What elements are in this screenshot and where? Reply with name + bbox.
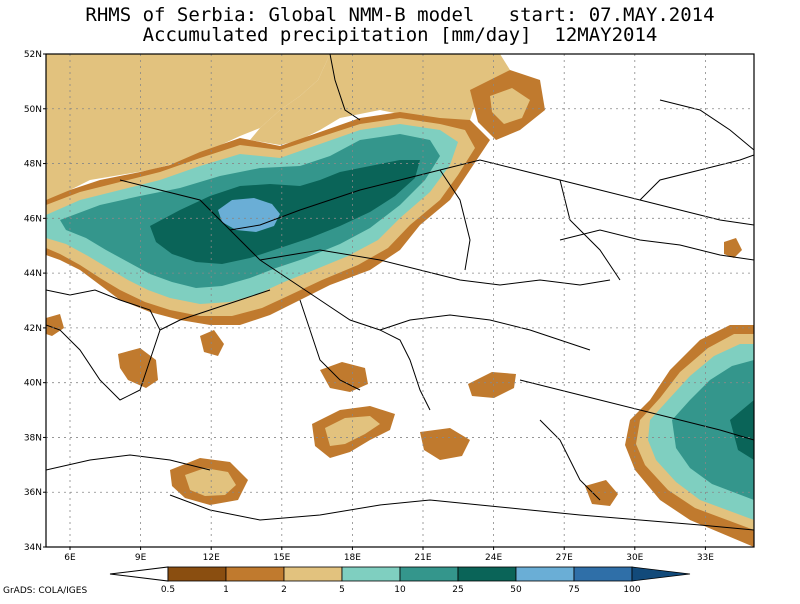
colorbar-level-label: 5 — [339, 585, 345, 595]
precip-patch-north-greece — [320, 362, 368, 392]
colorbar-segment — [341, 566, 401, 582]
precip-patch-adriatic — [200, 330, 224, 356]
colorbar-under-triangle — [109, 566, 169, 582]
map-title-line-2: Accumulated precipitation [mm/day] 12MAY… — [142, 24, 658, 46]
lat-tick-label: 42N — [24, 324, 42, 334]
precip-patch-greece-inner — [325, 416, 380, 446]
colorbar-segment — [515, 566, 575, 582]
colorbar: 0.5 1 2 5 10 25 50 75 100 — [109, 566, 691, 595]
precip-patch-west — [46, 314, 64, 336]
lon-tick-label: 9E — [135, 553, 147, 563]
colorbar-level-label: 25 — [452, 585, 463, 595]
lon-tick-label: 33E — [697, 553, 714, 563]
lat-tick-label: 36N — [24, 488, 42, 498]
colorbar-segment — [225, 566, 285, 582]
lon-tick-label: 15E — [273, 553, 290, 563]
colorbar-level-label: 75 — [568, 585, 579, 595]
map-title-line-1: RHMS of Serbia: Global NMM-B model start… — [85, 4, 715, 26]
lat-tick-label: 46N — [24, 214, 42, 224]
precip-patch-turkey-east — [724, 238, 742, 258]
lat-tick-label: 52N — [24, 50, 42, 60]
precip-patch-sicily-inner — [185, 468, 236, 496]
colorbar-segment — [573, 566, 633, 582]
precipitation-field — [46, 54, 754, 547]
lat-tick-label: 38N — [24, 433, 42, 443]
precip-area-light — [46, 54, 330, 200]
precip-patch-turkey-south — [585, 480, 618, 506]
colorbar-level-label: 100 — [623, 585, 640, 595]
colorbar-segment — [457, 566, 517, 582]
precip-area-se-teal-mid — [672, 360, 754, 500]
lon-tick-label: 24E — [485, 553, 502, 563]
colorbar-level-label: 10 — [394, 585, 406, 595]
map-frame — [45, 53, 755, 548]
lon-tick-label: 30E — [626, 553, 643, 563]
colorbar-level-label: 0.5 — [161, 585, 175, 595]
precip-patch-crete — [420, 428, 470, 460]
lat-tick-label: 44N — [24, 269, 42, 279]
longitude-labels: 6E 9E 12E 15E 18E 21E 24E 27E 30E 33E — [64, 547, 714, 563]
lon-tick-label: 6E — [64, 553, 76, 563]
colorbar-level-label: 50 — [510, 585, 522, 595]
map-grid — [46, 54, 754, 547]
lat-tick-label: 48N — [24, 160, 42, 170]
precip-patch-aegean — [468, 372, 516, 398]
precip-patch-ne-inner — [490, 88, 530, 124]
coastlines-and-borders — [46, 54, 754, 531]
latitude-labels: 52N 50N 48N 46N 44N 42N 40N 38N 36N 34N — [24, 50, 46, 553]
colorbar-level-label: 2 — [281, 585, 287, 595]
precip-area-se-teal-dark — [730, 400, 754, 460]
lat-tick-label: 34N — [24, 543, 42, 553]
lon-tick-label: 21E — [414, 553, 431, 563]
lon-tick-label: 27E — [556, 553, 573, 563]
colorbar-segment — [631, 566, 691, 582]
colorbar-segment — [399, 566, 459, 582]
lon-tick-label: 12E — [203, 553, 220, 563]
precip-area-tan-north — [250, 54, 510, 145]
lat-tick-label: 40N — [24, 379, 42, 389]
credit-text: GrADS: COLA/IGES — [3, 586, 88, 596]
precip-patch-south-italy — [118, 348, 158, 388]
lon-tick-label: 18E — [344, 553, 361, 563]
colorbar-segment — [283, 566, 343, 582]
lat-tick-label: 50N — [24, 105, 42, 115]
colorbar-level-label: 1 — [223, 585, 229, 595]
colorbar-segment — [167, 566, 227, 582]
